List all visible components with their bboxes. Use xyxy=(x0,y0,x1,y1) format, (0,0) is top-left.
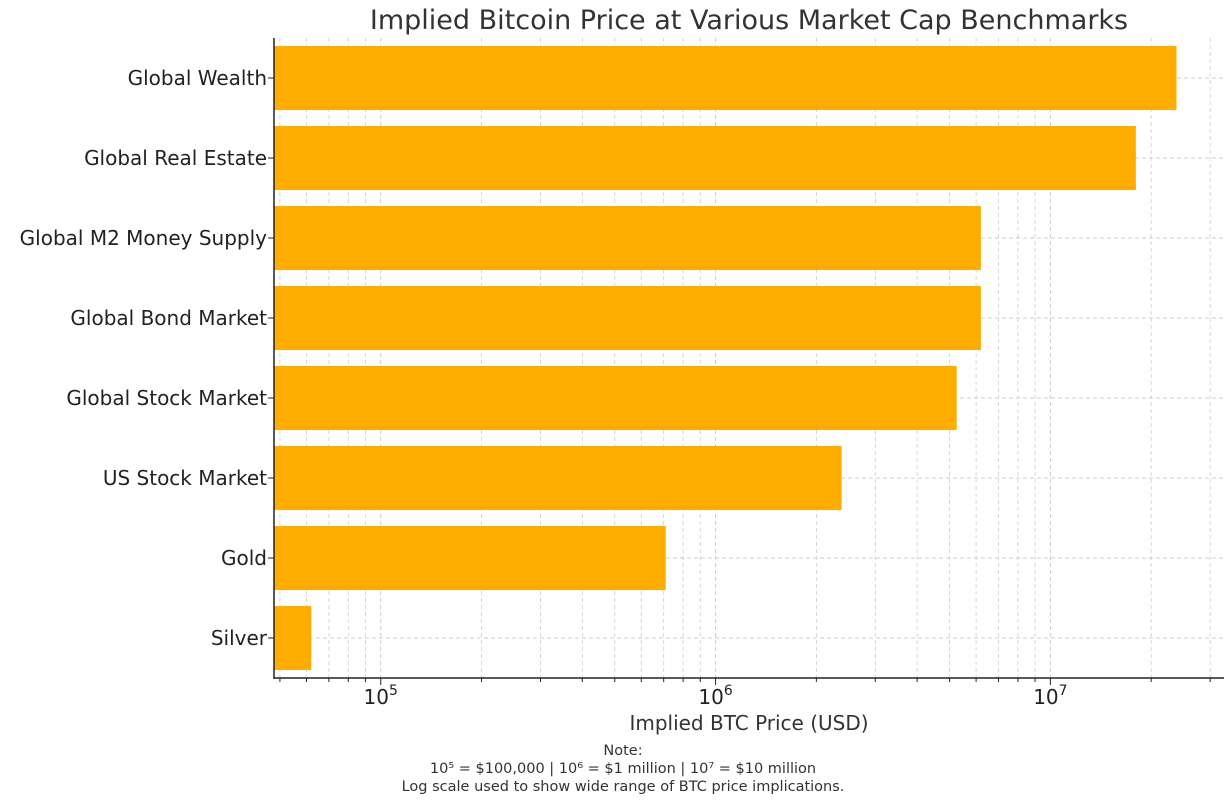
category-label-global-m2-money-supply: Global M2 Money Supply xyxy=(20,226,267,250)
bar-global-bond-market xyxy=(274,286,981,350)
category-label-global-stock-market: Global Stock Market xyxy=(66,386,267,410)
category-label-gold: Gold xyxy=(221,546,267,570)
bar-chart: Global Wealth Global Real Estate Global M2… xyxy=(20,5,1224,735)
category-label-global-bond-market: Global Bond Market xyxy=(70,306,267,330)
category-label-global-real-estate: Global Real Estate xyxy=(84,146,267,170)
category-label-silver: Silver xyxy=(211,626,268,650)
x-axis-label: Implied BTC Price (USD) xyxy=(629,711,868,735)
bar-gold xyxy=(274,526,666,590)
axes xyxy=(273,38,1224,679)
category-label-us-stock-market: US Stock Market xyxy=(103,466,267,490)
bar-us-stock-market xyxy=(274,446,842,510)
bar-global-stock-market xyxy=(274,366,957,430)
category-labels: Global Wealth Global Real Estate Global M2… xyxy=(20,66,268,650)
bar-silver xyxy=(274,606,312,670)
bars xyxy=(274,46,1177,670)
x-tick-label: 105 xyxy=(364,683,398,709)
note-title: Note: xyxy=(603,743,643,759)
note-line-2: Log scale used to show wide range of BTC… xyxy=(401,779,845,795)
x-ticks: 105 106 107 xyxy=(268,77,1211,709)
bar-global-wealth xyxy=(274,46,1177,110)
chart-title: Implied Bitcoin Price at Various Market … xyxy=(370,5,1128,36)
x-tick-label: 106 xyxy=(698,683,732,709)
category-label-global-wealth: Global Wealth xyxy=(128,66,267,90)
bar-global-real-estate xyxy=(274,126,1136,190)
x-tick-label: 107 xyxy=(1033,683,1067,709)
bar-global-m2-money-supply xyxy=(274,206,981,270)
note-line-1: 10⁵ = $100,000 | 10⁶ = $1 million | 10⁷ … xyxy=(429,761,817,777)
